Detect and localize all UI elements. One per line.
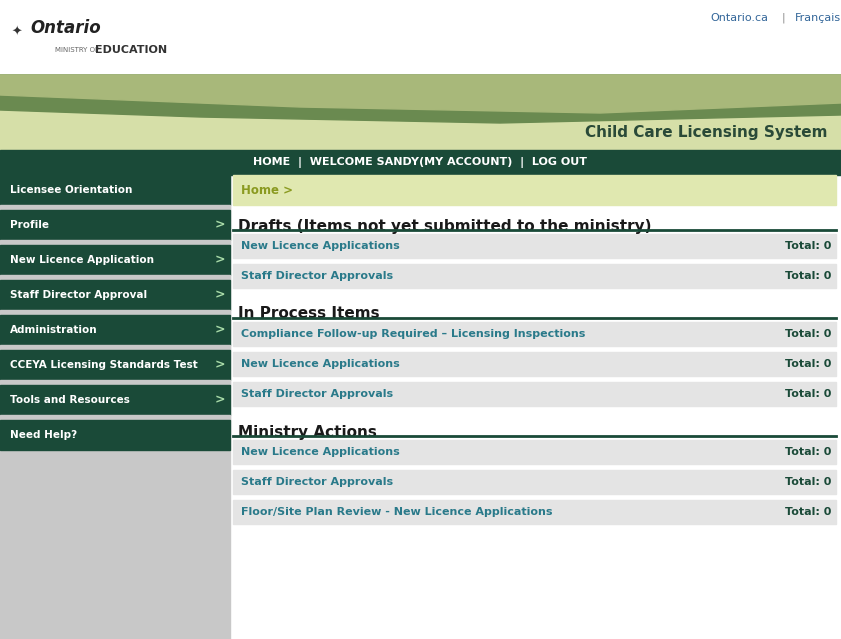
Text: >: > [214,394,225,406]
Bar [0,420,230,450]
Bar [0,315,230,345]
Text: Ontario.ca: Ontario.ca [710,13,768,23]
Text: Total: 0: Total: 0 [785,447,831,457]
Bar [0,240,230,245]
Text: Total: 0: Total: 0 [785,359,831,369]
Text: MINISTRY OF: MINISTRY OF [55,47,99,53]
Bar [233,440,836,464]
Text: Ministry Actions: Ministry Actions [238,424,377,440]
Bar [233,322,836,346]
Text: >: > [214,323,225,337]
Bar [233,175,841,639]
Bar [0,310,230,315]
Text: Ontario: Ontario [30,19,101,37]
Text: CCEYA Licensing Standards Test: CCEYA Licensing Standards Test [10,360,198,370]
Bar [0,245,230,275]
Text: Need Help?: Need Help? [10,430,77,440]
Text: Tools and Resources: Tools and Resources [10,395,130,405]
Text: Staff Director Approvals: Staff Director Approvals [241,389,393,399]
Text: >: > [214,288,225,302]
Bar [0,175,230,205]
Bar [0,415,230,420]
Text: Français: Français [795,13,841,23]
Text: ✦: ✦ [12,26,23,38]
Text: Drafts (Items not yet submitted to the ministry): Drafts (Items not yet submitted to the m… [238,219,652,233]
Polygon shape [0,75,841,123]
Text: Total: 0: Total: 0 [785,271,831,281]
Text: Total: 0: Total: 0 [785,329,831,339]
Text: In Process Items: In Process Items [238,307,379,321]
Text: Home >: Home > [241,183,293,197]
Bar [233,175,836,205]
Polygon shape [0,75,841,113]
Bar [0,210,230,240]
Bar [0,205,230,210]
Text: Profile: Profile [10,220,49,230]
Text: New Licence Applications: New Licence Applications [241,241,399,251]
Bar [0,380,230,385]
Bar [233,264,836,288]
Bar [0,350,230,380]
Text: Total: 0: Total: 0 [785,389,831,399]
Bar [233,470,836,494]
Bar [0,175,230,639]
Text: |: | [781,13,785,23]
Bar [233,352,836,376]
Bar [233,382,836,406]
Text: New Licence Applications: New Licence Applications [241,359,399,369]
Text: Total: 0: Total: 0 [785,241,831,251]
Bar [0,0,841,75]
Text: >: > [214,219,225,231]
Bar [0,75,841,150]
Text: Total: 0: Total: 0 [785,477,831,487]
Text: >: > [214,254,225,266]
Text: Child Care Licensing System: Child Care Licensing System [585,125,828,141]
Text: Licensee Orientation: Licensee Orientation [10,185,132,195]
Text: HOME  |  WELCOME SANDY(MY ACCOUNT)  |  LOG OUT: HOME | WELCOME SANDY(MY ACCOUNT) | LOG O… [253,157,588,168]
Text: Staff Director Approvals: Staff Director Approvals [241,477,393,487]
Bar [0,275,230,280]
Bar [233,234,836,258]
Text: Staff Director Approvals: Staff Director Approvals [241,271,393,281]
Bar [0,345,230,350]
Text: New Licence Applications: New Licence Applications [241,447,399,457]
Bar [233,500,836,524]
Text: Compliance Follow-up Required – Licensing Inspections: Compliance Follow-up Required – Licensin… [241,329,585,339]
Bar [0,385,230,415]
Bar [0,150,841,175]
Bar [0,280,230,310]
Text: EDUCATION: EDUCATION [95,45,167,55]
Text: Staff Director Approval: Staff Director Approval [10,290,147,300]
Text: Total: 0: Total: 0 [785,507,831,517]
Text: Floor/Site Plan Review - New Licence Applications: Floor/Site Plan Review - New Licence App… [241,507,553,517]
Text: Administration: Administration [10,325,98,335]
Text: >: > [214,358,225,371]
Text: New Licence Application: New Licence Application [10,255,154,265]
